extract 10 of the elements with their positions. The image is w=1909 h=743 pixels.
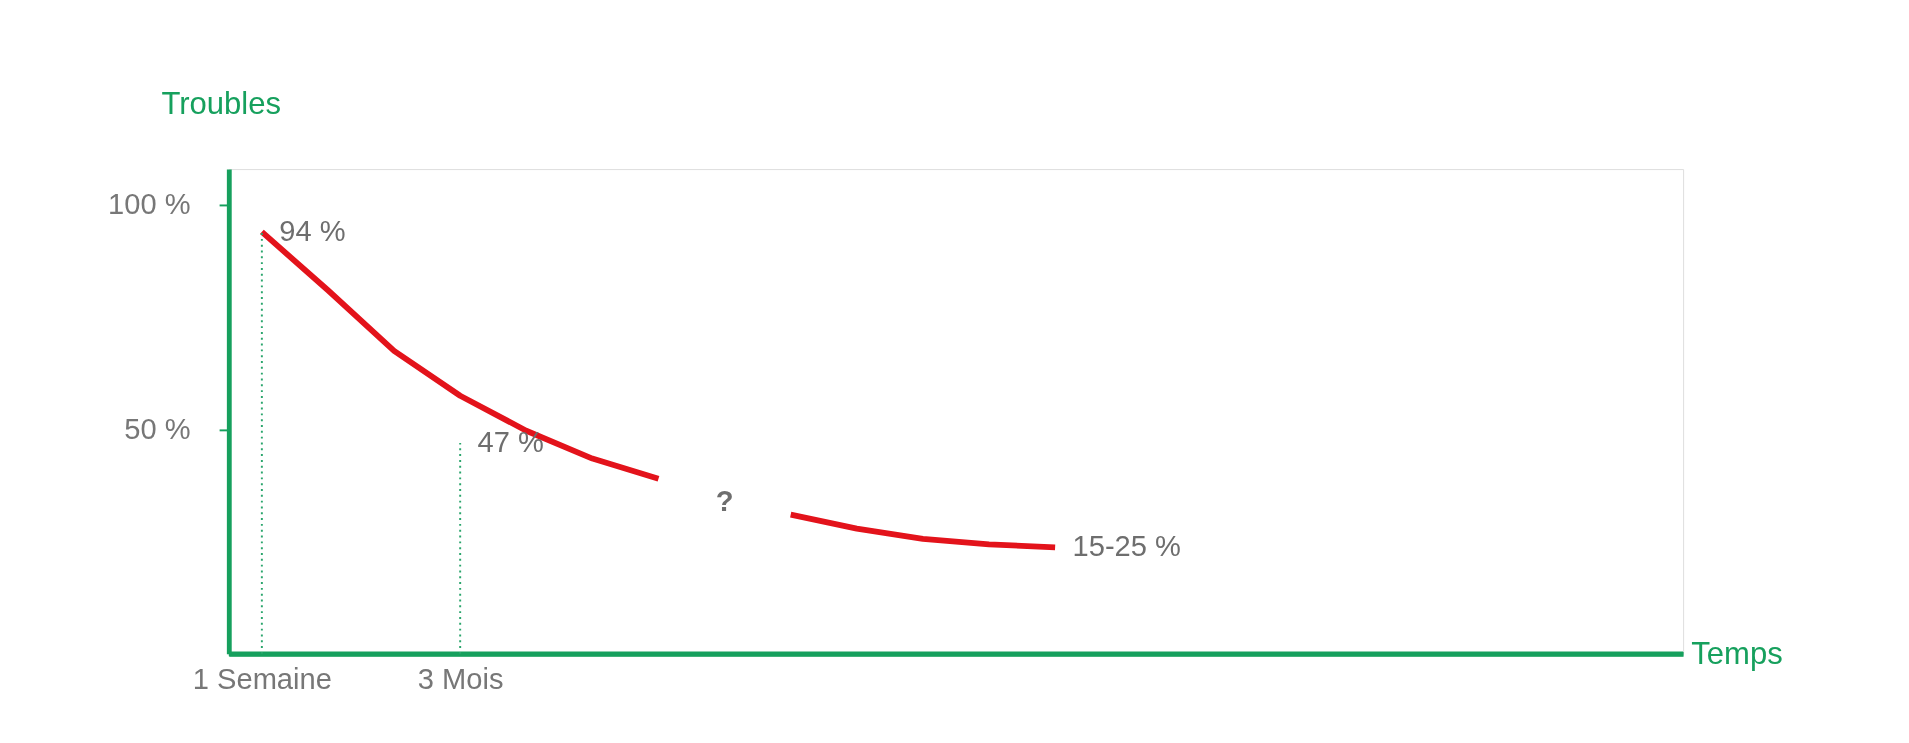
annotation: 94 %	[279, 214, 346, 247]
y-tick-label: 100 %	[108, 188, 191, 221]
x-tick-label: 1 Semaine	[192, 663, 332, 696]
annotation: 15-25 %	[1072, 530, 1181, 563]
x-tick-label: 3 Mois	[417, 663, 504, 696]
x-axis-title: Temps	[1691, 636, 1783, 672]
y-axis-title: Troubles	[161, 86, 281, 122]
annotation: 47 %	[477, 425, 544, 458]
annotation: ?	[715, 485, 734, 518]
y-tick-label: 50 %	[124, 412, 191, 445]
